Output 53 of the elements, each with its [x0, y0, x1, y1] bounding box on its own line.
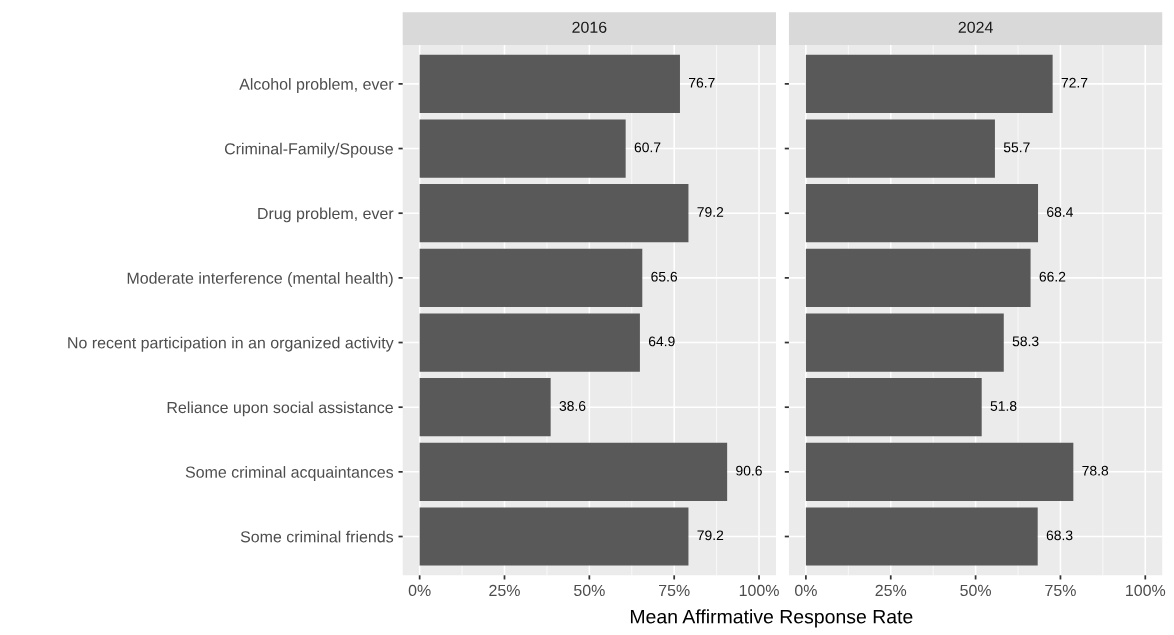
y-tick-label: Drug problem, ever	[258, 207, 394, 223]
data-label: 60.7	[634, 142, 661, 153]
bar	[805, 442, 1074, 501]
bar	[805, 313, 1004, 372]
data-label: 90.6	[736, 465, 762, 476]
x-tick-label: 50%	[574, 584, 605, 597]
bar	[419, 54, 680, 113]
bar	[419, 507, 689, 566]
y-tick-label: Criminal-Family/Spouse	[224, 142, 393, 158]
x-axis-title: Mean Affirmative Response Rate	[630, 609, 913, 628]
data-label: 55.7	[1003, 142, 1030, 153]
x-tick-label: 0%	[408, 584, 431, 597]
bar	[419, 442, 728, 501]
x-tick-label: 25%	[875, 584, 907, 597]
y-tick-label: No recent participation in an organized activity	[68, 336, 394, 352]
data-label: 78.8	[1082, 465, 1109, 476]
data-label: 72.7	[1061, 77, 1088, 88]
data-label: 65.6	[651, 271, 678, 282]
data-label: 79.2	[697, 530, 724, 541]
bar	[805, 119, 995, 178]
data-label: 38.6	[559, 401, 586, 411]
bar	[805, 378, 982, 437]
x-tick-label: 100%	[1126, 584, 1166, 597]
data-label: 79.2	[697, 207, 724, 217]
bar	[419, 248, 643, 307]
data-label: 68.3	[1046, 530, 1073, 541]
chart-title: 2016	[572, 21, 607, 33]
y-tick-label: Some criminal friends	[240, 530, 394, 543]
bar	[805, 248, 1031, 307]
x-tick-label: 50%	[960, 584, 992, 597]
y-tick-label: Alcohol problem, ever	[239, 78, 394, 93]
x-tick-label: 25%	[489, 584, 520, 597]
bar	[419, 119, 626, 178]
data-label: 68.4	[1047, 207, 1073, 217]
bar	[419, 378, 551, 437]
data-label: 66.2	[1039, 271, 1066, 282]
bar	[805, 54, 1053, 113]
data-label: 58.3	[1012, 336, 1039, 347]
y-tick-label: Moderate interference (mental health)	[127, 272, 393, 287]
chart-title: 2024	[958, 21, 993, 33]
bar	[419, 184, 689, 243]
data-label: 64.9	[648, 336, 675, 347]
x-tick-label: 100%	[739, 584, 779, 597]
data-label: 51.8	[990, 401, 1017, 411]
x-tick-label: 75%	[1045, 584, 1076, 597]
y-tick-label: Some criminal acquaintances	[185, 466, 394, 481]
x-tick-label: 0%	[794, 584, 817, 597]
bar	[419, 313, 640, 372]
bar	[805, 184, 1039, 243]
x-tick-label: 75%	[659, 584, 690, 597]
bar	[805, 507, 1038, 566]
y-tick-label: Reliance upon social assistance	[167, 401, 393, 417]
data-label: 76.7	[689, 77, 715, 88]
